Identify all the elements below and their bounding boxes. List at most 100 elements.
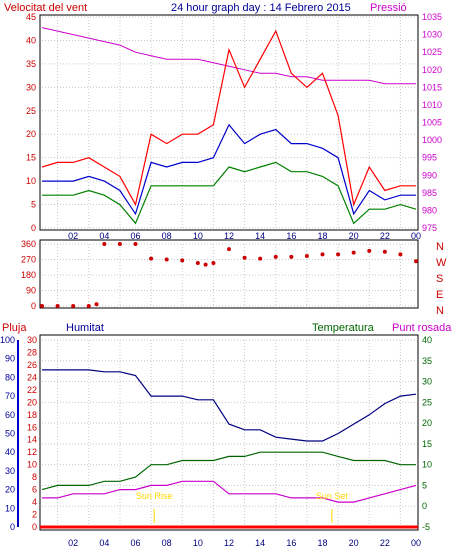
direction-point	[304, 254, 309, 259]
humidity-tick-label: 20	[5, 485, 15, 495]
time-tick-label: 12	[224, 538, 234, 548]
pressure-tick-label: 1035	[422, 12, 442, 22]
direction-point	[149, 256, 154, 261]
direction-point	[289, 254, 294, 259]
humidity-tick-label: 10	[5, 503, 15, 513]
rain-tick-label: 30	[27, 335, 37, 345]
temperature-tick-label: 5	[422, 480, 427, 490]
wind-speed-tick-label: 45	[26, 12, 36, 22]
direction-point	[336, 252, 341, 257]
time-tick-label: 22	[380, 231, 390, 241]
time-tick-label: 18	[317, 538, 327, 548]
direction-point	[414, 259, 418, 264]
temperature-tick-label: -5	[422, 522, 430, 532]
series: Sun Rise Sun Set	[40, 27, 418, 523]
direction-tick-label: 180	[21, 270, 36, 280]
temperature-tick-label: 10	[422, 460, 432, 470]
rain-tick-label: 0	[32, 522, 37, 532]
rain-tick-label: 18	[27, 410, 37, 420]
climate-panel-frame	[39, 334, 419, 531]
time-tick-label: 00	[411, 538, 421, 548]
humidity-label: Humitat	[66, 322, 104, 334]
direction-point	[367, 248, 372, 253]
time-tick-label: 08	[162, 538, 172, 548]
wind-speed-tick-label: 30	[26, 82, 36, 92]
pressure-tick-label: 995	[422, 153, 437, 163]
direction-point	[203, 262, 208, 267]
direction-point	[94, 302, 99, 307]
temperature-tick-label: 35	[422, 356, 432, 366]
pressure-tick-label: 1005	[422, 118, 442, 128]
direction-point	[133, 242, 138, 246]
rain-label: Pluja	[2, 322, 27, 334]
direction-point	[86, 304, 91, 308]
pressure-tick-label: 1015	[422, 82, 442, 92]
rain-tick-label: 16	[27, 422, 37, 432]
sun-annotation: Sun Rise	[136, 491, 173, 501]
direction-point	[211, 260, 216, 265]
dewpoint-label: Punt rosada	[392, 322, 452, 334]
direction-point	[117, 242, 122, 246]
sun-annotation: Sun Set	[316, 491, 349, 501]
rain-tick-label: 8	[32, 472, 37, 482]
direction-tick-label: 90	[26, 286, 36, 296]
rain-tick-label: 6	[32, 485, 37, 495]
time-tick-label: 06	[130, 231, 140, 241]
chart-title: 24 hour graph day : 14 Febrero 2015	[171, 2, 351, 14]
time-tick-label: 08	[162, 231, 172, 241]
pressure-tick-label: 1000	[422, 135, 442, 145]
humidity-tick-label: 30	[5, 466, 15, 476]
pressure-label: Pressió	[370, 2, 407, 14]
direction-point	[40, 304, 44, 308]
axes: 0510152025303540459759809859909951000100…	[0, 12, 447, 548]
temperature-tick-label: 15	[422, 439, 432, 449]
pressure-tick-label: 990	[422, 170, 437, 180]
pressure-tick-label: 1020	[422, 65, 442, 75]
rain-tick-label: 12	[27, 447, 37, 457]
rain-tick-label: 24	[27, 372, 37, 382]
humidity-tick-label: 100	[0, 335, 15, 345]
rain-tick-label: 26	[27, 360, 37, 370]
direction-tick-label: 270	[21, 255, 36, 265]
wind-speed-label: Velocitat del vent	[4, 2, 87, 14]
wind-speed-tick-label: 25	[26, 106, 36, 116]
direction-tick-label: 0	[31, 301, 36, 311]
wind-speed-tick-label: 20	[26, 129, 36, 139]
direction-point	[258, 256, 263, 261]
direction-point	[71, 304, 76, 308]
dewpoint-line	[42, 480, 417, 503]
rain-tick-label: 4	[32, 497, 37, 507]
compass-label: W	[436, 257, 447, 269]
direction-point	[273, 254, 278, 259]
time-tick-label: 16	[286, 231, 296, 241]
time-tick-label: 04	[99, 538, 109, 548]
direction-point	[398, 252, 403, 257]
wind-low-line	[42, 161, 417, 225]
temperature-tick-label: 30	[422, 377, 432, 387]
temperature-tick-label: 0	[422, 501, 427, 511]
humidity-tick-label: 0	[10, 522, 15, 532]
pressure-tick-label: 1030	[422, 30, 442, 40]
direction-tick-label: 360	[21, 239, 36, 249]
pressure-line	[41, 27, 416, 85]
humidity-tick-label: 40	[5, 447, 15, 457]
temperature-tick-label: 25	[422, 397, 432, 407]
time-tick-label: 20	[349, 231, 359, 241]
wind-speed-tick-label: 35	[26, 59, 36, 69]
temperature-tick-label: 40	[422, 335, 432, 345]
direction-point	[227, 247, 231, 252]
time-tick-label: 06	[130, 538, 140, 548]
rain-tick-label: 20	[27, 397, 37, 407]
pressure-tick-label: 1010	[422, 100, 442, 110]
direction-point	[55, 304, 60, 308]
time-tick-label: 14	[255, 231, 265, 241]
time-tick-label: 14	[255, 538, 265, 548]
compass-label: S	[436, 273, 443, 285]
time-tick-label: 10	[193, 538, 203, 548]
rain-tick-label: 14	[27, 435, 37, 445]
time-tick-label: 20	[349, 538, 359, 548]
humidity-tick-label: 90	[5, 354, 15, 364]
compass-label: N	[436, 241, 444, 253]
time-tick-label: 12	[224, 231, 234, 241]
